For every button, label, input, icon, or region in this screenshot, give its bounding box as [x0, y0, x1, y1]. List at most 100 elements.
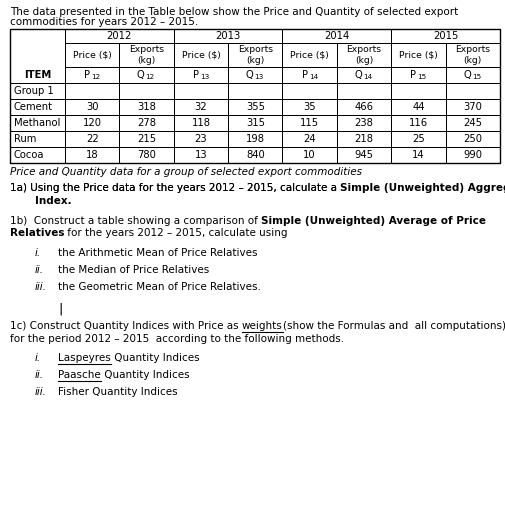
- Bar: [336, 131, 390, 147]
- Bar: [65, 115, 119, 131]
- Bar: [173, 29, 282, 43]
- Text: P: P: [410, 70, 416, 80]
- Bar: [282, 83, 336, 99]
- Bar: [445, 83, 499, 99]
- Bar: [173, 115, 228, 131]
- Text: Quantity Indices: Quantity Indices: [111, 353, 199, 364]
- Text: 12: 12: [91, 74, 100, 80]
- Bar: [282, 131, 336, 147]
- Bar: [10, 29, 499, 163]
- Bar: [228, 147, 282, 163]
- Text: i.: i.: [35, 353, 41, 364]
- Bar: [445, 43, 499, 67]
- Text: Index.: Index.: [35, 196, 72, 206]
- Bar: [119, 43, 173, 67]
- Bar: [119, 83, 173, 99]
- Bar: [65, 43, 119, 67]
- Bar: [390, 131, 445, 147]
- Bar: [173, 83, 228, 99]
- Text: 120: 120: [82, 118, 102, 128]
- Text: commodities for years 2012 – 2015.: commodities for years 2012 – 2015.: [10, 17, 198, 27]
- Text: Exports
(kg): Exports (kg): [237, 45, 272, 65]
- Text: Simple (Unweighted) Average of Price: Simple (Unweighted) Average of Price: [261, 215, 485, 226]
- Bar: [282, 67, 336, 83]
- Text: 14: 14: [363, 74, 372, 80]
- Text: 1a) Using the Price data for the years 2012 – 2015, calculate a: 1a) Using the Price data for the years 2…: [10, 183, 339, 193]
- Bar: [390, 83, 445, 99]
- Text: 1a) Using the Price data for the years 2012 – 2015, calculate a: 1a) Using the Price data for the years 2…: [10, 183, 339, 193]
- Bar: [119, 67, 173, 83]
- Text: Paasche: Paasche: [58, 370, 100, 380]
- Text: the Geometric Mean of Price Relatives.: the Geometric Mean of Price Relatives.: [58, 282, 261, 292]
- Bar: [390, 99, 445, 115]
- Bar: [119, 99, 173, 115]
- Text: ii.: ii.: [35, 265, 44, 275]
- Text: 23: 23: [194, 134, 207, 144]
- Bar: [336, 115, 390, 131]
- Bar: [173, 131, 228, 147]
- Text: 22: 22: [86, 134, 98, 144]
- Text: 355: 355: [245, 102, 264, 112]
- Bar: [336, 67, 390, 83]
- Text: 215: 215: [137, 134, 156, 144]
- Bar: [228, 67, 282, 83]
- Bar: [445, 131, 499, 147]
- Text: Quantity Indices: Quantity Indices: [100, 370, 189, 380]
- Text: Q: Q: [245, 70, 253, 80]
- Bar: [10, 147, 65, 163]
- Text: 315: 315: [245, 118, 264, 128]
- Bar: [10, 29, 65, 83]
- Text: 218: 218: [354, 134, 373, 144]
- Text: Fisher Quantity Indices: Fisher Quantity Indices: [58, 387, 177, 397]
- Text: 318: 318: [137, 102, 156, 112]
- Text: i.: i.: [35, 248, 41, 258]
- Bar: [119, 147, 173, 163]
- Text: P: P: [192, 70, 198, 80]
- Bar: [10, 99, 65, 115]
- Text: Group 1: Group 1: [14, 86, 54, 96]
- Bar: [445, 99, 499, 115]
- Text: (show the Formulas and  all computations): (show the Formulas and all computations): [282, 321, 504, 331]
- Bar: [390, 29, 499, 43]
- Bar: [336, 43, 390, 67]
- Text: 2014: 2014: [324, 31, 349, 41]
- Bar: [282, 99, 336, 115]
- Text: Q: Q: [136, 70, 144, 80]
- Bar: [65, 131, 119, 147]
- Bar: [282, 147, 336, 163]
- Bar: [282, 115, 336, 131]
- Text: 2015: 2015: [432, 31, 458, 41]
- Text: 35: 35: [303, 102, 316, 112]
- Text: Relatives: Relatives: [10, 229, 64, 238]
- Text: Price ($): Price ($): [73, 51, 111, 59]
- Bar: [282, 29, 390, 43]
- Bar: [119, 131, 173, 147]
- Bar: [173, 147, 228, 163]
- Text: 18: 18: [86, 150, 98, 160]
- Text: Methanol: Methanol: [14, 118, 60, 128]
- Bar: [119, 115, 173, 131]
- Text: 44: 44: [412, 102, 424, 112]
- Text: the Arithmetic Mean of Price Relatives: the Arithmetic Mean of Price Relatives: [58, 248, 257, 258]
- Text: 840: 840: [245, 150, 264, 160]
- Text: |: |: [58, 303, 62, 316]
- Bar: [228, 115, 282, 131]
- Text: Rum: Rum: [14, 134, 36, 144]
- Text: 245: 245: [463, 118, 481, 128]
- Text: 370: 370: [463, 102, 481, 112]
- Text: 24: 24: [303, 134, 316, 144]
- Text: Price and Quantity data for a group of selected export commodities: Price and Quantity data for a group of s…: [10, 167, 361, 177]
- Text: 780: 780: [137, 150, 156, 160]
- Text: iii.: iii.: [35, 387, 47, 397]
- Text: 1c) Construct Quantity Indices with Price as: 1c) Construct Quantity Indices with Pric…: [10, 321, 241, 331]
- Text: 12: 12: [145, 74, 155, 80]
- Bar: [65, 29, 173, 43]
- Text: 15: 15: [471, 74, 480, 80]
- Text: weights: weights: [241, 321, 282, 331]
- Bar: [65, 67, 119, 83]
- Bar: [390, 115, 445, 131]
- Bar: [228, 83, 282, 99]
- Text: Price ($): Price ($): [181, 51, 220, 59]
- Text: 115: 115: [299, 118, 319, 128]
- Bar: [65, 99, 119, 115]
